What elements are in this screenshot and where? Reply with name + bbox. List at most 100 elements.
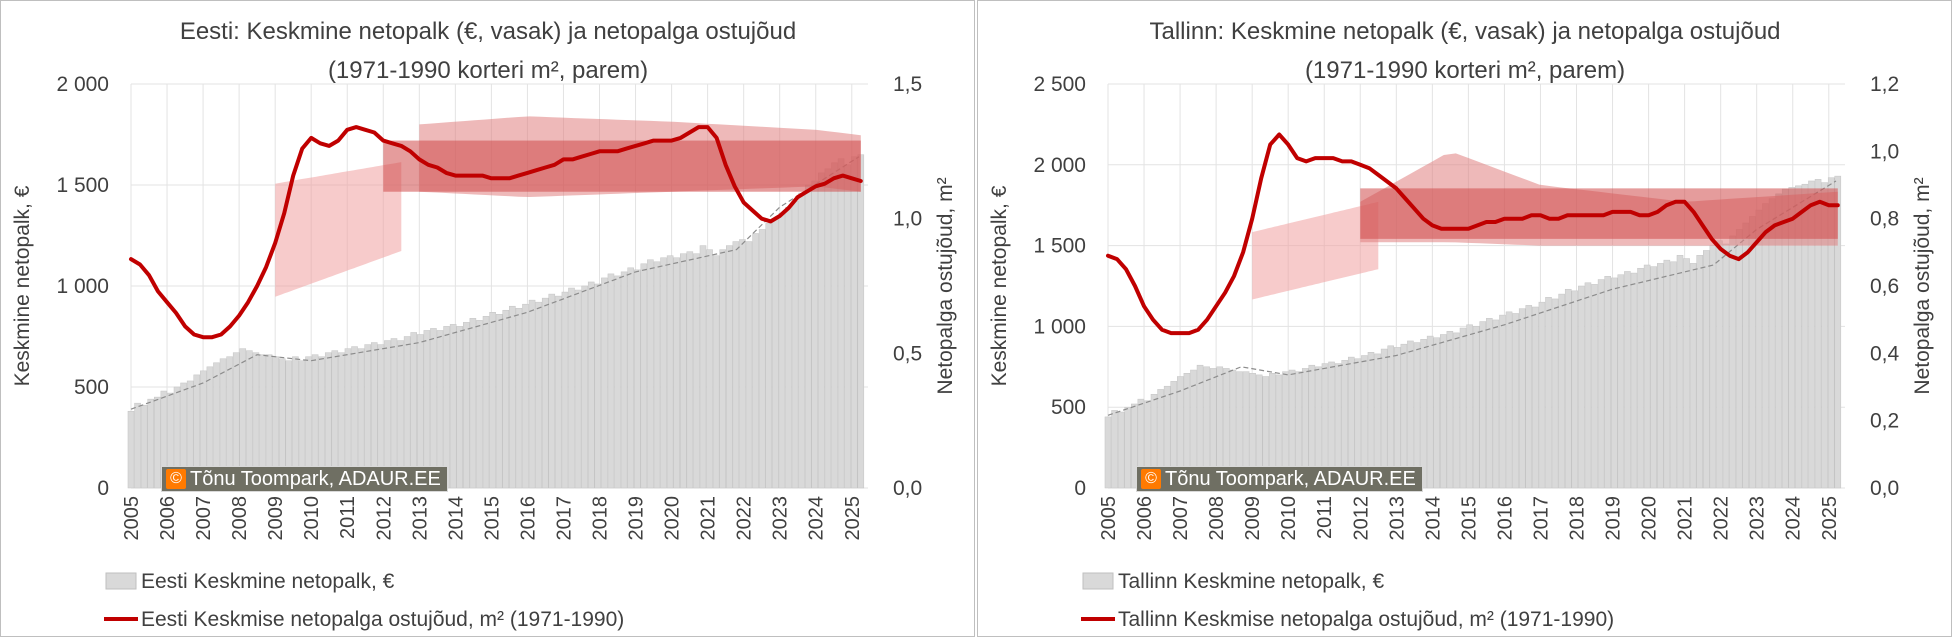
y2-axis-label: Netopalga ostujõud, m² — [1911, 177, 1934, 394]
line-series — [1106, 132, 1840, 336]
bar — [798, 192, 805, 489]
legend-label-bars: Tallinn Keskmine netopalk, € — [1118, 570, 1384, 593]
bar — [1131, 403, 1138, 489]
y-tick-label: 2 500 — [1033, 73, 1086, 96]
x-tick-label: 2008 — [1206, 496, 1228, 541]
bar — [660, 257, 667, 489]
bar — [1479, 321, 1487, 489]
bar — [1643, 264, 1651, 489]
bar — [502, 309, 510, 489]
bar — [1453, 332, 1460, 489]
bar — [1670, 261, 1677, 489]
bar — [1676, 255, 1684, 489]
bar — [745, 241, 753, 489]
x-tick-label: 2013 — [409, 496, 431, 541]
bar — [1617, 274, 1625, 489]
bar — [1492, 319, 1500, 489]
y-tick-label: 1 500 — [56, 174, 109, 197]
bar — [732, 241, 740, 489]
trend-line — [130, 156, 860, 410]
bar — [1683, 258, 1690, 489]
bar — [640, 263, 648, 489]
bar — [1663, 259, 1671, 489]
bar — [1827, 177, 1835, 489]
copyright-icon: © — [1141, 469, 1161, 489]
bar — [1689, 263, 1697, 489]
bar — [1637, 267, 1644, 489]
chart-svg-tallinn: Tallinn: Keskmine netopalk (€, vasak) ja… — [988, 18, 1934, 631]
bar — [574, 289, 582, 489]
x-tick-label: 2021 — [698, 496, 720, 541]
x-tick-label: 2006 — [1134, 496, 1156, 541]
bar — [140, 404, 148, 489]
bar — [804, 184, 812, 489]
bar — [134, 402, 141, 489]
x-tick-label: 2012 — [1350, 496, 1372, 541]
bar — [1814, 179, 1822, 489]
bar — [1124, 406, 1131, 489]
credit-badge: © Tõnu Toompark, ADAUR.EE — [1136, 466, 1423, 492]
x-tick-label: 2018 — [1567, 496, 1589, 541]
bar-series — [1104, 175, 1842, 489]
x-tick-label: 2017 — [553, 496, 575, 541]
bar — [489, 312, 496, 489]
y-tick-label: 0 — [97, 477, 109, 500]
bar — [811, 180, 819, 489]
y2-axis-label: Netopalga ostujõud, m² — [934, 177, 957, 394]
bar — [686, 251, 694, 489]
bar — [1551, 298, 1559, 489]
bar — [614, 275, 621, 489]
chart-subtitle: (1971-1990 korteri m², parem) — [1305, 57, 1625, 84]
bar — [1630, 272, 1638, 489]
bar — [1426, 335, 1434, 489]
bar — [1433, 337, 1441, 489]
bar — [824, 168, 832, 489]
bar — [1735, 229, 1743, 489]
bar — [1446, 330, 1454, 489]
bar — [1795, 185, 1802, 489]
bar — [1558, 293, 1565, 489]
bar — [758, 229, 766, 489]
bar — [541, 297, 549, 489]
bar — [469, 318, 477, 489]
x-tick-label: 2011 — [337, 496, 359, 539]
bar — [1821, 182, 1828, 489]
copyright-icon: © — [166, 469, 186, 489]
x-tick-label: 2006 — [157, 496, 179, 541]
bar — [1505, 311, 1513, 489]
x-tick-label: 2010 — [1278, 496, 1300, 541]
x-tick-label: 2020 — [1639, 496, 1661, 541]
bar — [1624, 271, 1631, 489]
credit-badge: © Tõnu Toompark, ADAUR.EE — [161, 466, 448, 492]
bar — [712, 255, 720, 489]
bar — [693, 253, 700, 489]
bar — [1696, 255, 1703, 489]
bar — [581, 285, 588, 489]
x-tick-label: 2005 — [1098, 496, 1120, 541]
y-tick-label: 500 — [1051, 396, 1086, 419]
bar — [1604, 276, 1611, 489]
bar — [1834, 175, 1842, 489]
x-tick-label: 2017 — [1530, 496, 1552, 541]
bar — [147, 398, 154, 489]
bar — [850, 156, 858, 489]
bar — [1729, 235, 1736, 489]
y2-tick-label: 0,4 — [1870, 342, 1900, 365]
bar-series — [127, 154, 865, 489]
bar — [423, 330, 431, 489]
bar — [785, 206, 792, 489]
bar — [476, 320, 483, 489]
bar — [436, 330, 444, 489]
bar — [1584, 282, 1592, 489]
bar — [1591, 284, 1598, 489]
x-tick-label: 2022 — [734, 496, 756, 541]
x-tick-label: 2019 — [626, 496, 648, 541]
bar — [1742, 222, 1750, 489]
bar — [1486, 318, 1493, 489]
bar — [673, 257, 680, 489]
bar — [778, 213, 786, 489]
bar — [1545, 297, 1552, 489]
chart-title: Tallinn: Keskmine netopalk (€, vasak) ja… — [1149, 18, 1780, 45]
bar — [594, 283, 602, 489]
y-tick-label: 1 500 — [1033, 235, 1086, 258]
